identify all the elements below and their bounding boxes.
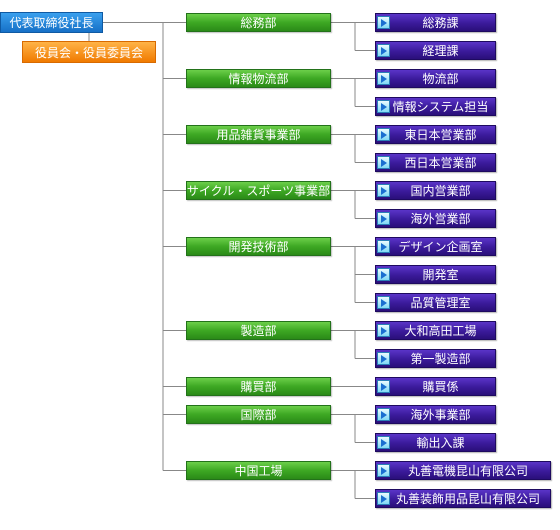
unit-label: 大和高田工場	[404, 324, 477, 338]
unit-box[interactable]: 大和高田工場	[375, 321, 496, 340]
unit-box[interactable]: 丸善電機昆山有限公司	[375, 461, 551, 480]
board-box[interactable]: 役員会・役員委員会	[22, 41, 156, 63]
play-triangle-icon	[377, 240, 390, 253]
unit-label: 経理課	[422, 44, 459, 58]
unit-box[interactable]: 東日本営業部	[375, 125, 496, 144]
unit-label: 西日本営業部	[404, 156, 477, 170]
department-box[interactable]: 製造部	[186, 321, 331, 340]
department-box[interactable]: 購買部	[186, 377, 331, 396]
unit-box[interactable]: 国内営業部	[375, 181, 496, 200]
play-triangle-icon	[377, 296, 390, 309]
play-triangle-icon	[377, 72, 390, 85]
unit-label: 開発室	[422, 268, 459, 282]
department-box[interactable]: 用品雑貨事業部	[186, 125, 331, 144]
ceo-label: 代表取締役社長	[9, 16, 94, 30]
department-box[interactable]: サイクル・スポーツ事業部	[186, 181, 331, 200]
unit-box[interactable]: デザイン企画室	[375, 237, 496, 256]
unit-label: 海外営業部	[410, 212, 471, 226]
play-triangle-icon	[377, 436, 390, 449]
play-triangle-icon	[377, 156, 390, 169]
unit-label: 品質管理室	[410, 296, 471, 310]
unit-label: 丸善装飾用品昆山有限公司	[395, 492, 540, 506]
department-label: 総務部	[240, 16, 277, 30]
unit-label: 海外事業部	[410, 408, 471, 422]
unit-box[interactable]: 購買係	[375, 377, 496, 396]
department-box[interactable]: 国際部	[186, 405, 331, 424]
department-label: 中国工場	[234, 464, 283, 478]
unit-box[interactable]: 物流部	[375, 69, 496, 88]
play-triangle-icon	[377, 324, 390, 337]
play-triangle-icon	[377, 352, 390, 365]
unit-box[interactable]: 海外事業部	[375, 405, 496, 424]
unit-label: 丸善電機昆山有限公司	[407, 464, 528, 478]
unit-label: 第一製造部	[410, 352, 471, 366]
unit-box[interactable]: 開発室	[375, 265, 496, 284]
department-label: 開発技術部	[228, 240, 289, 254]
department-label: サイクル・スポーツ事業部	[186, 184, 331, 198]
unit-box[interactable]: 第一製造部	[375, 349, 496, 368]
play-triangle-icon	[377, 44, 390, 57]
play-triangle-icon	[377, 380, 390, 393]
play-triangle-icon	[377, 492, 390, 505]
unit-box[interactable]: 輸出入課	[375, 433, 496, 452]
ceo-box[interactable]: 代表取締役社長	[0, 12, 103, 33]
unit-box[interactable]: 品質管理室	[375, 293, 496, 312]
unit-label: 物流部	[422, 72, 459, 86]
unit-label: 東日本営業部	[404, 128, 477, 142]
unit-label: 総務課	[422, 16, 459, 30]
unit-label: 国内営業部	[410, 184, 471, 198]
play-triangle-icon	[377, 100, 390, 113]
unit-label: デザイン企画室	[398, 240, 483, 254]
department-box[interactable]: 総務部	[186, 13, 331, 32]
play-triangle-icon	[377, 464, 390, 477]
unit-box[interactable]: 情報システム担当	[375, 97, 496, 116]
unit-box[interactable]: 総務課	[375, 13, 496, 32]
play-triangle-icon	[377, 408, 390, 421]
play-triangle-icon	[377, 128, 390, 141]
unit-box[interactable]: 西日本営業部	[375, 153, 496, 172]
unit-label: 情報システム担当	[392, 100, 489, 114]
board-label: 役員会・役員委員会	[34, 45, 143, 60]
unit-box[interactable]: 経理課	[375, 41, 496, 60]
play-triangle-icon	[377, 184, 390, 197]
unit-box[interactable]: 丸善装飾用品昆山有限公司	[375, 489, 551, 508]
department-label: 購買部	[240, 380, 277, 394]
unit-label: 輸出入課	[416, 436, 465, 450]
department-label: 国際部	[240, 408, 277, 422]
department-label: 情報物流部	[228, 72, 289, 86]
unit-label: 購買係	[422, 380, 459, 394]
play-triangle-icon	[377, 212, 390, 225]
department-box[interactable]: 情報物流部	[186, 69, 331, 88]
department-label: 用品雑貨事業部	[216, 128, 301, 142]
department-label: 製造部	[240, 324, 277, 338]
play-triangle-icon	[377, 16, 390, 29]
department-box[interactable]: 中国工場	[186, 461, 331, 480]
department-box[interactable]: 開発技術部	[186, 237, 331, 256]
play-triangle-icon	[377, 268, 390, 281]
unit-box[interactable]: 海外営業部	[375, 209, 496, 228]
